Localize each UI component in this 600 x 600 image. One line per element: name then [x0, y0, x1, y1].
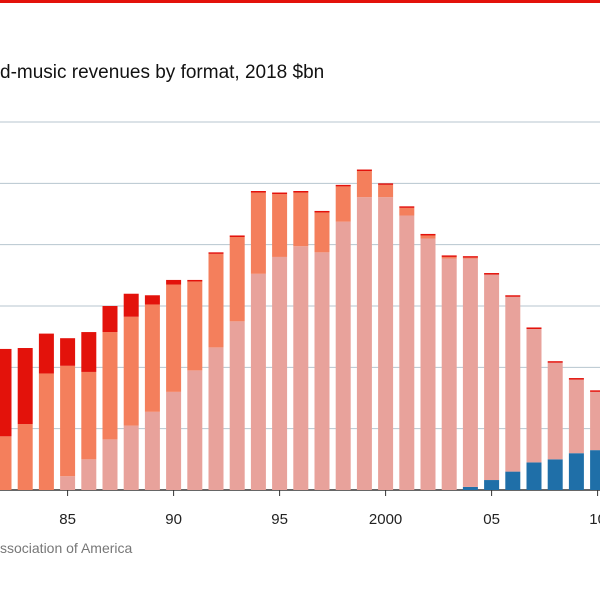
bar-segment — [17, 348, 33, 425]
bar-segment — [38, 373, 54, 490]
bar-segment — [378, 184, 394, 198]
bar-segment — [38, 333, 54, 374]
bar-segment — [102, 306, 118, 333]
bar-segment — [208, 347, 224, 490]
bar-segment — [399, 206, 415, 208]
bar-segment — [547, 362, 563, 460]
bar-segment — [356, 197, 372, 490]
bar-segment — [272, 194, 288, 257]
bar-segment — [293, 191, 309, 193]
bar-segment — [526, 462, 542, 490]
bar-segment — [356, 169, 372, 172]
bar-segment — [441, 255, 457, 257]
bar-segment — [17, 424, 33, 490]
bar-segment — [335, 221, 351, 490]
bar-segment — [335, 184, 351, 187]
bar-segment — [60, 476, 76, 490]
x-tick-label: 05 — [483, 511, 500, 528]
bar-segment — [462, 258, 478, 487]
bar-segment — [250, 191, 266, 193]
bar-segment — [81, 332, 97, 372]
bar-segment — [144, 304, 160, 412]
bar-segment — [335, 186, 351, 222]
bar-segment — [208, 253, 224, 348]
bar-segment — [144, 411, 160, 490]
bar-segment — [144, 295, 160, 305]
bar-segment — [166, 391, 182, 490]
chart-title: d-music revenues by format, 2018 $bn — [0, 62, 324, 83]
bar-segment — [590, 390, 600, 392]
bar-segment — [505, 296, 521, 472]
bar-segment — [399, 215, 415, 491]
bar-segment — [399, 207, 415, 216]
bar-segment — [0, 436, 12, 490]
bar-segment — [102, 439, 118, 490]
bar-segment — [314, 252, 330, 490]
bar-segment — [356, 171, 372, 198]
bar-segment — [123, 425, 139, 490]
bar-segment — [229, 321, 245, 490]
bar-segment — [590, 450, 600, 490]
bar-segment — [314, 212, 330, 253]
bar-segment — [590, 391, 600, 451]
bar-segment — [250, 192, 266, 274]
bar-segment — [166, 284, 182, 392]
bar-segment — [272, 256, 288, 490]
bar-segment — [505, 295, 521, 297]
bar-segment — [0, 348, 12, 437]
bar-segment — [526, 327, 542, 329]
bar-segment — [293, 192, 309, 247]
bar-segment — [568, 453, 584, 490]
top-rule — [0, 0, 600, 3]
bar-segment — [420, 233, 436, 236]
bar-segment — [378, 197, 394, 490]
bar-segment — [229, 237, 245, 322]
bar-segment — [60, 365, 76, 477]
bar-segment — [378, 183, 394, 185]
bar-segment — [272, 192, 288, 195]
x-tick-label: 95 — [271, 511, 288, 528]
bar-segment — [420, 235, 436, 239]
bar-segment — [505, 471, 521, 490]
bar-segment — [462, 486, 478, 490]
bar-segment — [420, 238, 436, 490]
bar-segment — [441, 258, 457, 490]
bar-segment — [60, 338, 76, 366]
bar-segment — [314, 210, 330, 213]
bar-segment — [462, 256, 478, 258]
bar-segment — [547, 361, 563, 363]
bar-segment — [568, 379, 584, 454]
bar-segment — [81, 459, 97, 490]
bar-segment — [484, 274, 500, 481]
x-tick-label: 85 — [59, 511, 76, 528]
bar-segment — [208, 252, 224, 254]
bar-segment — [81, 371, 97, 460]
x-tick-label: 10 — [589, 511, 600, 528]
source: ssociation of America — [0, 540, 132, 556]
bar-segment — [484, 480, 500, 490]
bar-segment — [187, 370, 203, 490]
bar-segment — [123, 293, 139, 317]
bar-segment — [229, 235, 245, 237]
bar-segment — [441, 256, 457, 259]
bar-segment — [187, 281, 203, 371]
x-tick-label: 90 — [165, 511, 182, 528]
bar-segment — [123, 316, 139, 426]
bar-segment — [547, 459, 563, 490]
bar-segment — [568, 378, 584, 380]
bar-segment — [526, 329, 542, 463]
bar-segment — [293, 246, 309, 490]
bar-segment — [484, 273, 500, 275]
bar-segment — [462, 257, 478, 259]
bar-segment — [250, 273, 266, 490]
bar-segment — [187, 279, 203, 282]
x-tick-label: 2000 — [369, 511, 402, 528]
bar-segment — [102, 332, 118, 440]
bar-segment — [166, 279, 182, 285]
